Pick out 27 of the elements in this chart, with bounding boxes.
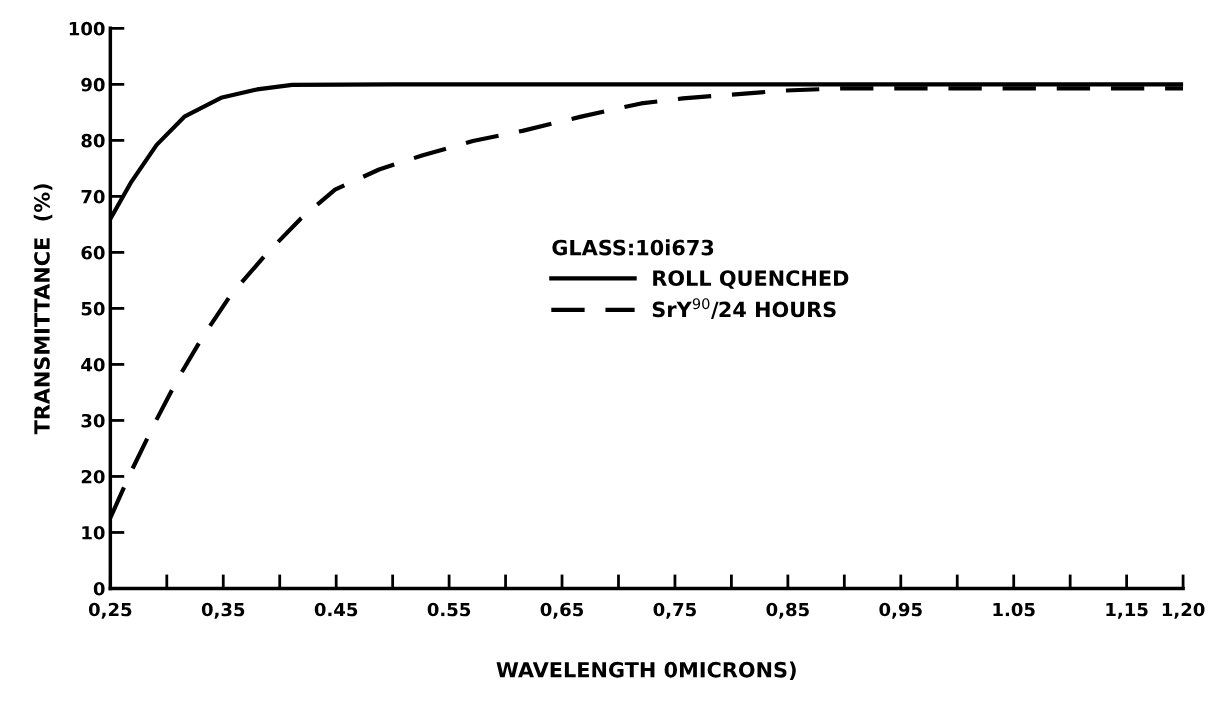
x-tick-label: 0,75 bbox=[653, 602, 696, 619]
x-tick-label: 0,85 bbox=[766, 602, 809, 619]
y-tick-label: 80 bbox=[81, 133, 105, 148]
x-tick-label: 0.55 bbox=[427, 602, 471, 617]
legend-label: ROLL QUENCHED bbox=[653, 270, 849, 289]
y-tick-label: 40 bbox=[81, 357, 105, 372]
x-tick-label: 0,95 bbox=[879, 602, 922, 619]
x-tick-label: 0,25 bbox=[88, 602, 132, 619]
x-tick-label: 0,35 bbox=[201, 602, 245, 619]
y-tick-label: 10 bbox=[82, 525, 105, 540]
legend-label: SrY$^{90}$/24 HOURS bbox=[652, 298, 836, 319]
x-tick-label: 1.05 bbox=[993, 602, 1035, 617]
y-tick-label: 90 bbox=[81, 77, 105, 92]
y-tick-label: 0 bbox=[93, 581, 105, 596]
x-tick-label: 1,15 bbox=[1106, 602, 1148, 619]
x-axis-title: WAVELENGTH 0MICRONS) bbox=[496, 661, 796, 681]
y-tick-label: 70 bbox=[81, 189, 105, 204]
legend-title: GLASS:10i673 bbox=[552, 239, 714, 256]
x-tick-label: 1,20 bbox=[1162, 602, 1205, 619]
y-tick-label: 50 bbox=[81, 301, 105, 316]
y-tick-label: 30 bbox=[81, 413, 105, 428]
y-tick-label: 20 bbox=[81, 469, 105, 484]
y-axis-title: TRANSMITTANCE (%) bbox=[33, 184, 53, 435]
x-tick-label: 0.45 bbox=[314, 602, 358, 617]
y-tick-label: 100 bbox=[69, 21, 105, 36]
y-tick-label: 60 bbox=[81, 245, 105, 260]
x-tick-label: 0,65 bbox=[540, 602, 584, 619]
